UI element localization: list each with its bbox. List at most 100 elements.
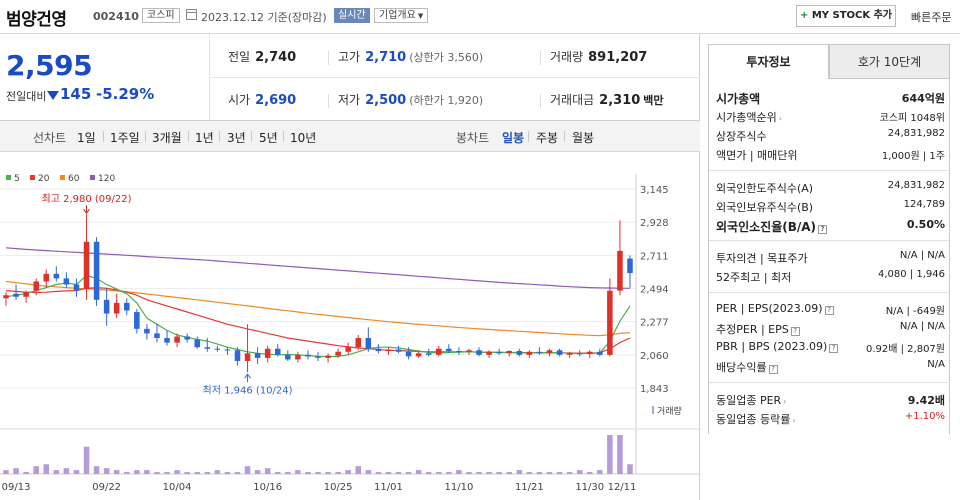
sector-per-label-text: 동일업종 PER: [716, 394, 782, 407]
foreign-limit-row: 외국인한도주식수(A) 24,831,982: [716, 179, 945, 197]
tab-5y[interactable]: 5년: [259, 131, 278, 145]
candle-body: [13, 293, 19, 297]
dividend-label-text: 배당수익률: [716, 361, 767, 374]
divider: [709, 292, 950, 293]
lower-limit: (하한가 1,920): [409, 94, 484, 107]
foreign-hold-row: 외국인보유주식수(B) 124,789: [716, 198, 945, 216]
tab-daily[interactable]: 일봉: [502, 131, 525, 145]
volume-bar: [436, 472, 442, 474]
dividend-label: 배당수익률?: [716, 359, 778, 375]
volume-label: 거래량: [657, 405, 682, 417]
shares-row: 상장주식수 24,831,982: [716, 127, 945, 145]
cap-rank-row[interactable]: 시가총액순위 › 코스피 1048위: [716, 108, 945, 126]
chevron-right-icon: ›: [778, 114, 782, 123]
opinion-label: 투자의견 | 목표주가: [716, 252, 808, 265]
help-icon[interactable]: ?: [768, 365, 778, 374]
chart-area: [0, 152, 699, 398]
volume-bar: [385, 472, 392, 474]
tab-3m[interactable]: 3개월: [152, 131, 182, 145]
volume-bar: [224, 472, 231, 474]
ma-legend-swatch: [90, 175, 95, 180]
tab-orderbook[interactable]: 호가 10단계: [829, 44, 950, 79]
market-cap-label: 시가총액: [716, 92, 761, 106]
low-value: 2,500: [365, 93, 407, 108]
tab-1w[interactable]: 1주일: [110, 131, 140, 145]
tab-weekly[interactable]: 주봉: [536, 131, 559, 145]
max-arrow-head: [83, 208, 90, 215]
help-icon[interactable]: ?: [824, 306, 834, 315]
volume-bar: [556, 472, 563, 474]
chevron-right-icon: ›: [792, 416, 796, 425]
volume-bar: [466, 472, 472, 474]
per-label: PER | EPS(2023.09)?: [716, 302, 834, 315]
divider: [145, 131, 146, 142]
volume-bar: [456, 470, 462, 474]
candle-body: [486, 351, 492, 355]
tab-1d[interactable]: 1일: [77, 131, 96, 145]
tab-3y[interactable]: 3년: [227, 131, 246, 145]
candle-body: [375, 348, 382, 352]
divider: [709, 170, 950, 171]
sector-rate-value: +1.10%: [904, 411, 945, 422]
divider: [103, 131, 104, 142]
volume-bar: [516, 470, 523, 474]
add-mystock-button[interactable]: + MY STOCK 추가: [796, 5, 896, 27]
candle-chart-label[interactable]: 봉차트: [456, 131, 490, 145]
candle-body: [335, 351, 341, 356]
candle-body: [264, 348, 271, 358]
line-chart-label[interactable]: 선차트: [33, 131, 67, 145]
candle-body: [556, 350, 563, 355]
tab-monthly[interactable]: 월봉: [572, 131, 595, 145]
tab-1y[interactable]: 1년: [195, 131, 214, 145]
tab-invest-info[interactable]: 투자정보: [708, 44, 829, 79]
amount-unit: 백만: [643, 94, 664, 107]
company-overview-dropdown[interactable]: 기업개요 ▼: [374, 8, 429, 23]
realtime-button[interactable]: 실시간: [334, 8, 370, 23]
candle-body: [617, 250, 623, 291]
market-badge: 코스피: [142, 8, 180, 23]
candle-body: [466, 350, 472, 352]
candle-body: [73, 284, 80, 291]
volume-bar: [496, 472, 502, 474]
volume-bar: [506, 472, 512, 474]
ma-legend-swatch: [60, 175, 65, 180]
y-tick-label: 3,145: [640, 185, 669, 196]
cap-rank-value: 코스피 1048위: [879, 113, 945, 124]
price-summary: 2,595 전일대비 145 -5.29% 전일 2,740 고가 2,710 (상한…: [0, 34, 700, 121]
date-label: 2023.12.12 기준(장마감): [201, 11, 327, 24]
open-value: 2,690: [255, 93, 297, 108]
quick-order-link[interactable]: 빠른주문: [911, 11, 952, 24]
est-per-row: 추정PER | EPS? N/A | N/A: [716, 320, 945, 338]
candle-body: [83, 241, 90, 290]
est-per-label: 추정PER | EPS?: [716, 321, 800, 337]
price-chart[interactable]: 3,145 2,928 2,711 2,494 2,277 2,060 1,843 5 20 60…: [0, 34, 700, 500]
volume-bar: [83, 446, 90, 474]
help-icon[interactable]: ?: [790, 327, 800, 336]
par-row: 액면가 | 매매단위 1,000원 | 1주: [716, 146, 945, 164]
high-cell: 고가 2,710 (상한가 3,560): [338, 48, 483, 68]
pbr-row: PBR | BPS (2023.09)? 0.92배 | 2,807원: [716, 339, 945, 357]
help-icon[interactable]: ?: [829, 344, 839, 353]
per-value: N/A | -649원: [885, 306, 945, 317]
candle-body: [144, 328, 150, 334]
pbr-value: 0.92배 | 2,807원: [865, 344, 945, 355]
w52-row: 52주최고 | 최저 4,080 | 1,946: [716, 268, 945, 286]
pbr-label: PBR | BPS (2023.09)?: [716, 340, 839, 353]
sector-per-value: 9.42배: [907, 394, 945, 407]
chevron-down-icon: ▼: [417, 12, 424, 20]
foreign-hold-value: 124,789: [903, 199, 945, 210]
volume-bar: [134, 470, 140, 474]
tab-10y[interactable]: 10년: [290, 131, 317, 145]
candle-body: [627, 258, 633, 274]
prev-close-cell: 전일 2,740: [228, 48, 296, 68]
low-label: 저가: [338, 93, 361, 107]
candle-body: [63, 278, 70, 285]
candle-body: [385, 349, 392, 352]
y-tick-label: 1,843: [640, 384, 669, 395]
help-icon[interactable]: ?: [818, 225, 828, 234]
divider: [328, 51, 329, 65]
per-row: PER | EPS(2023.09)? N/A | -649원: [716, 301, 945, 319]
volume-value: 891,207: [588, 50, 648, 65]
candle-body: [184, 336, 190, 340]
